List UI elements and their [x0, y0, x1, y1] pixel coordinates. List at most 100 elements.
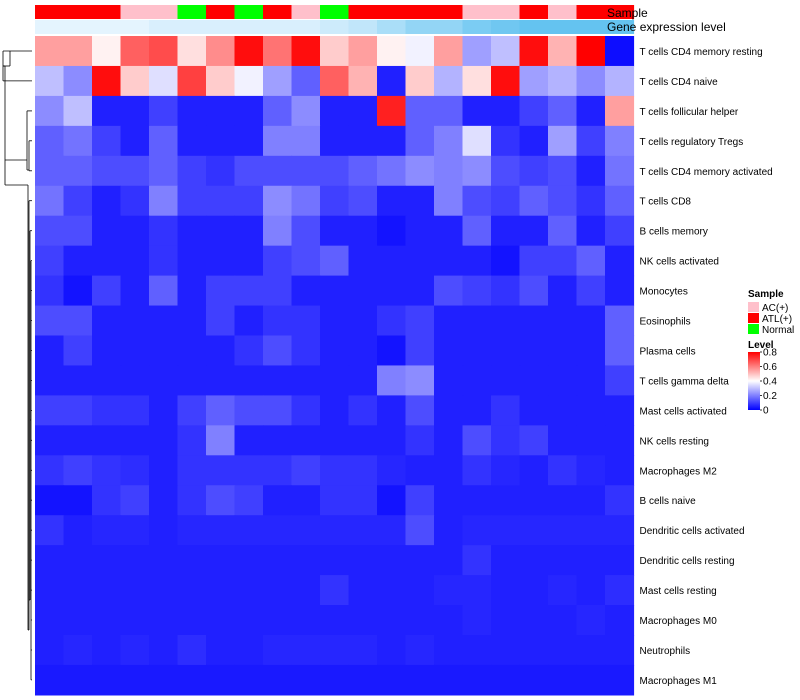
heatmap-cell [234, 125, 264, 157]
heatmap-cell [434, 215, 464, 247]
heatmap-cell [519, 305, 549, 337]
heatmap-cell [605, 515, 635, 546]
annotation-track [35, 5, 635, 34]
heatmap-cell [348, 575, 378, 606]
heatmap-cell [35, 575, 65, 606]
heatmap-cell [348, 305, 378, 337]
heatmap-cell [576, 36, 606, 67]
heatmap-cell [35, 605, 65, 636]
heatmap-cell [576, 335, 606, 367]
heatmap-cell [177, 305, 207, 337]
heatmap-cell [177, 95, 207, 127]
heatmap-cell [320, 245, 350, 277]
heatmap-cell [177, 605, 207, 636]
heatmap-cell [519, 455, 549, 486]
sample-anno-cell [35, 5, 65, 19]
heatmap-cell [234, 65, 264, 97]
heatmap-cell [177, 455, 207, 486]
heatmap-cell [206, 425, 236, 456]
row-label: T cells CD8 [640, 197, 692, 208]
heatmap-cell [120, 515, 150, 546]
heatmap-cell [206, 485, 236, 516]
heatmap-cell [320, 125, 350, 157]
heatmap-cell [462, 155, 492, 187]
heatmap-cell [35, 65, 65, 97]
heatmap-cell [576, 275, 606, 307]
heatmap-cell [576, 605, 606, 636]
heatmap-cell [405, 515, 435, 546]
heatmap-cell [405, 275, 435, 307]
heatmap-cell [548, 215, 578, 247]
heatmap-cell [291, 635, 321, 666]
heatmap-cell [63, 245, 93, 277]
heatmap-cell [576, 305, 606, 337]
row-label: Macrophages M2 [640, 466, 718, 477]
heatmap-cell [434, 575, 464, 606]
heatmap-cell [92, 515, 122, 546]
heatmap-cell [434, 155, 464, 187]
heatmap-cell [377, 515, 407, 546]
heatmap-cell [434, 245, 464, 277]
heatmap-cell [377, 605, 407, 636]
heatmap-cell [234, 575, 264, 606]
level-tick-label: 0.6 [763, 362, 777, 373]
row-label: T cells CD4 memory resting [640, 47, 763, 58]
heatmap-cell [491, 664, 521, 696]
heatmap-cell [263, 185, 293, 217]
heatmap-cell [320, 635, 350, 666]
heatmap-cell [320, 545, 350, 576]
heatmap-cell [377, 155, 407, 187]
level-tick-label: 0 [763, 406, 769, 417]
heatmap-cell [92, 545, 122, 576]
heatmap-cell [63, 635, 93, 666]
heatmap-cell [149, 155, 179, 187]
gene-expression-anno-cell [120, 20, 150, 34]
heatmap-cell [35, 305, 65, 337]
heatmap-cell [291, 215, 321, 247]
heatmap-cell [149, 125, 179, 157]
heatmap-cell [576, 125, 606, 157]
heatmap-cell [206, 245, 236, 277]
heatmap-cell [377, 36, 407, 67]
heatmap-cell [548, 575, 578, 606]
gene-expression-anno-cell [434, 20, 464, 34]
heatmap-cell [92, 395, 122, 426]
heatmap-cell [377, 425, 407, 456]
heatmap-cell [405, 365, 435, 396]
heatmap-cell [405, 455, 435, 486]
heatmap-cell [377, 635, 407, 666]
heatmap-cell [35, 155, 65, 187]
heatmap-cell [377, 305, 407, 337]
heatmap-cell [63, 455, 93, 486]
heatmap-cell [519, 125, 549, 157]
heatmap-cell [519, 425, 549, 456]
heatmap-cell [462, 335, 492, 367]
heatmap-cell [92, 275, 122, 307]
heatmap-cell [35, 125, 65, 157]
heatmap-cell [320, 215, 350, 247]
sample-legend-label: Normal [762, 325, 794, 336]
gene-expression-anno-cell [462, 20, 492, 34]
heatmap-cell [348, 275, 378, 307]
heatmap-cell [462, 425, 492, 456]
heatmap-cell [519, 545, 549, 576]
heatmap-cell [320, 65, 350, 97]
heatmap-cell [206, 125, 236, 157]
heatmap-cell [63, 425, 93, 456]
heatmap-cell [576, 65, 606, 97]
sample-legend-label: AC(+) [762, 303, 788, 314]
heatmap-cell [149, 95, 179, 127]
heatmap-cell [177, 215, 207, 247]
sample-anno-cell [206, 5, 236, 19]
heatmap-cell [576, 635, 606, 666]
heatmap-cell [377, 275, 407, 307]
sample-anno-cell [177, 5, 207, 19]
heatmap-cell [491, 36, 521, 67]
heatmap-cell [491, 485, 521, 516]
row-label: B cells naive [640, 496, 697, 507]
heatmap-cell [548, 305, 578, 337]
heatmap-cell [291, 305, 321, 337]
heatmap-cell [206, 664, 236, 696]
level-tick-label: 0.2 [763, 391, 777, 402]
heatmap-cell [405, 485, 435, 516]
